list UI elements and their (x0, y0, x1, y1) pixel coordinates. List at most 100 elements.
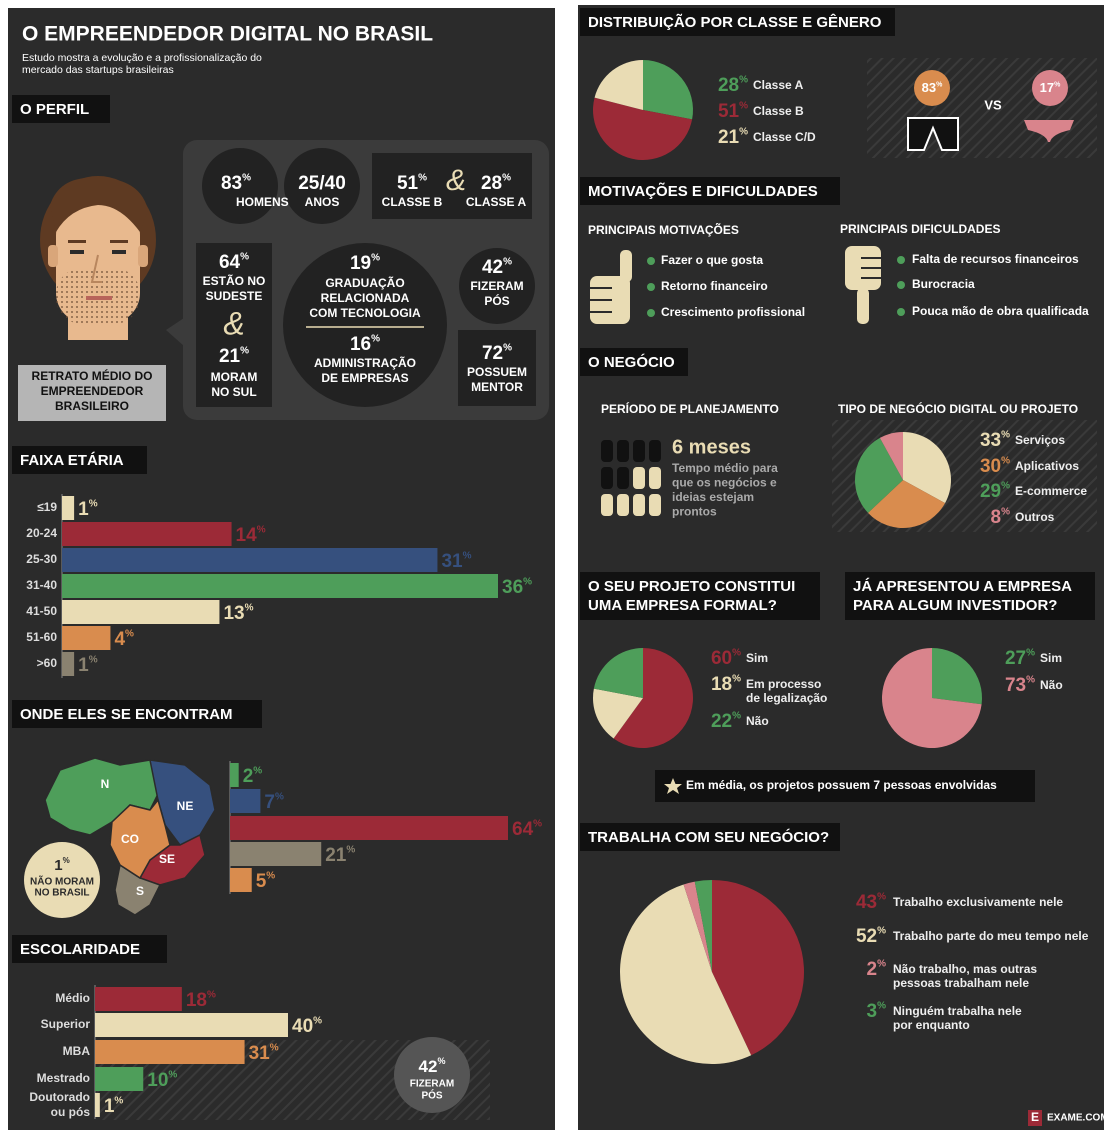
label: Classe B (753, 104, 804, 118)
percent-sign: % (346, 844, 355, 855)
value: 51 (718, 101, 740, 122)
percent-value: 83% (922, 80, 943, 95)
label: COM TECNOLOGIA (309, 306, 421, 320)
stat-circle (284, 148, 360, 224)
percent-sign: % (877, 1000, 886, 1011)
month-icon (617, 440, 629, 462)
percent-sign: % (125, 628, 134, 639)
value: 22 (711, 711, 732, 732)
heading-box (580, 572, 820, 620)
label: de legalização (746, 691, 827, 705)
map-region (109, 798, 171, 880)
label: 31-40 (26, 578, 57, 592)
stat-box (458, 330, 536, 406)
heading-box (580, 177, 840, 205)
heading: JÁ APRESENTOU A EMPRESA (853, 578, 1072, 595)
value: 10 (147, 1070, 168, 1091)
percent-value: 18% (186, 989, 216, 1011)
value: 52 (856, 926, 877, 947)
bar (62, 600, 220, 624)
month-icon (601, 440, 613, 462)
percent-sign: % (877, 925, 886, 936)
bar (95, 987, 182, 1011)
percent-sign: % (1001, 480, 1010, 491)
label: TIPO DE NEGÓCIO DIGITAL OU PROJETO (838, 401, 1078, 416)
value: 30 (980, 456, 1001, 477)
value: 14 (236, 525, 258, 546)
percent-value: 16% (350, 333, 380, 355)
percent-value: 31% (249, 1042, 279, 1064)
gender-circle (914, 70, 950, 106)
label: RETRATO MÉDIO DO (32, 368, 153, 383)
percent-sign: % (1026, 647, 1035, 658)
bar (62, 496, 75, 520)
thumb-down-icon (845, 246, 881, 324)
heading: ONDE ELES SE ENCONTRAM (20, 706, 233, 723)
percent-sign: % (207, 989, 216, 1000)
pie-slice (881, 648, 982, 749)
value: 18 (186, 990, 207, 1011)
percent-value: 1% (78, 654, 98, 676)
percent-sign: % (739, 100, 748, 111)
month-icon (633, 440, 645, 462)
label: MBA (63, 1044, 91, 1058)
percent-value: 83% (221, 172, 251, 194)
month-icon (601, 494, 613, 516)
percent-sign: % (1026, 674, 1035, 685)
label: E (1031, 1110, 1039, 1124)
value: 31 (441, 551, 463, 572)
percent-value: 52% (856, 925, 886, 947)
label: HOMENS (236, 195, 289, 209)
label: NO SUL (211, 385, 256, 399)
value: 42 (419, 1057, 438, 1076)
label: FIZERAM (470, 279, 523, 293)
label: Superior (41, 1017, 91, 1031)
percent-sign: % (463, 550, 472, 561)
value: 3 (867, 1001, 878, 1022)
percent-sign: % (63, 856, 70, 865)
pie-slice (879, 432, 903, 480)
label: 25/40 (298, 173, 346, 194)
label: Doutorado (29, 1090, 90, 1104)
label: PÓS (421, 1089, 442, 1102)
portrait-label-box (18, 365, 166, 421)
label: ou pós (51, 1105, 91, 1119)
stat-circle (459, 248, 535, 324)
label: ≤19 (37, 500, 57, 514)
label: E-commerce (1015, 484, 1087, 498)
percent-value: 7% (264, 791, 284, 813)
value: 27 (1005, 648, 1026, 669)
thumb-up-icon (590, 250, 632, 324)
label: CO (121, 832, 139, 846)
value: 72 (482, 343, 503, 364)
label: ESTÃO NO (203, 273, 266, 288)
bar (62, 626, 111, 650)
percent-value: 43% (856, 891, 886, 913)
portrait (40, 176, 156, 340)
label: Crescimento profissional (661, 305, 805, 319)
bullet (647, 257, 655, 265)
bullet (647, 309, 655, 317)
label: Médio (55, 991, 90, 1005)
label: PRINCIPAIS MOTIVAÇÕES (588, 222, 739, 237)
heading: O PERFIL (20, 101, 89, 118)
label: Classe A (753, 78, 804, 92)
value: 21 (718, 127, 740, 148)
label: & (223, 305, 244, 341)
label: 25-30 (26, 552, 57, 566)
pie-slice (613, 648, 693, 748)
heading-box (845, 572, 1095, 620)
percent-sign: % (371, 252, 380, 263)
label: Outros (1015, 510, 1055, 524)
percent-sign: % (371, 333, 380, 344)
value: 28 (718, 75, 739, 96)
label: Não (1040, 678, 1063, 692)
percent-value: 29% (980, 480, 1010, 502)
label: por enquanto (893, 1018, 970, 1032)
brief-icon (907, 117, 959, 151)
bullet (647, 283, 655, 291)
label: CLASSE A (466, 195, 527, 209)
pie-slice (643, 60, 694, 120)
label: 41-50 (26, 604, 57, 618)
